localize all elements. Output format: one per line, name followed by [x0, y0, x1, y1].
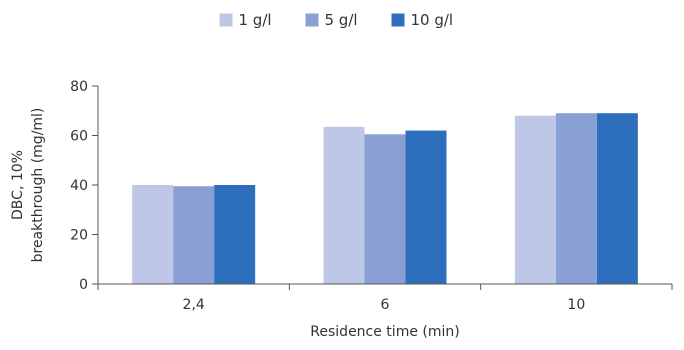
x-tick-label: 2,4 — [183, 297, 205, 313]
legend-swatch — [392, 14, 405, 27]
legend-label: 1 g/l — [239, 11, 272, 29]
bar — [597, 113, 638, 284]
x-tick-label: 6 — [381, 297, 390, 313]
bar — [365, 134, 406, 284]
bar — [515, 116, 556, 284]
bar — [556, 113, 597, 284]
bar — [406, 131, 447, 284]
x-tick-label: 10 — [567, 297, 585, 313]
y-axis: 0 20 40 60 80 — [70, 79, 98, 293]
x-axis: 2,4 6 10 — [98, 284, 672, 313]
bar — [324, 127, 365, 284]
legend-swatch — [306, 14, 319, 27]
y-tick-label: 40 — [70, 178, 88, 194]
y-axis-label-line-2: breakthrough (mg/ml) — [30, 108, 46, 263]
bar — [173, 186, 214, 284]
legend-label: 10 g/l — [411, 11, 454, 29]
y-tick-label: 20 — [70, 228, 88, 244]
legend-label: 5 g/l — [325, 11, 358, 29]
y-tick-label: 80 — [70, 79, 88, 95]
legend-swatch — [220, 14, 233, 27]
y-tick-label: 0 — [79, 277, 88, 293]
bar — [132, 185, 173, 284]
bar — [214, 185, 255, 284]
bars — [132, 113, 638, 284]
y-tick-label: 60 — [70, 129, 88, 145]
legend: 1 g/l 5 g/l 10 g/l — [220, 11, 454, 29]
y-axis-label-line-1: DBC, 10% — [10, 150, 26, 220]
x-axis-label: Residence time (min) — [310, 324, 459, 340]
